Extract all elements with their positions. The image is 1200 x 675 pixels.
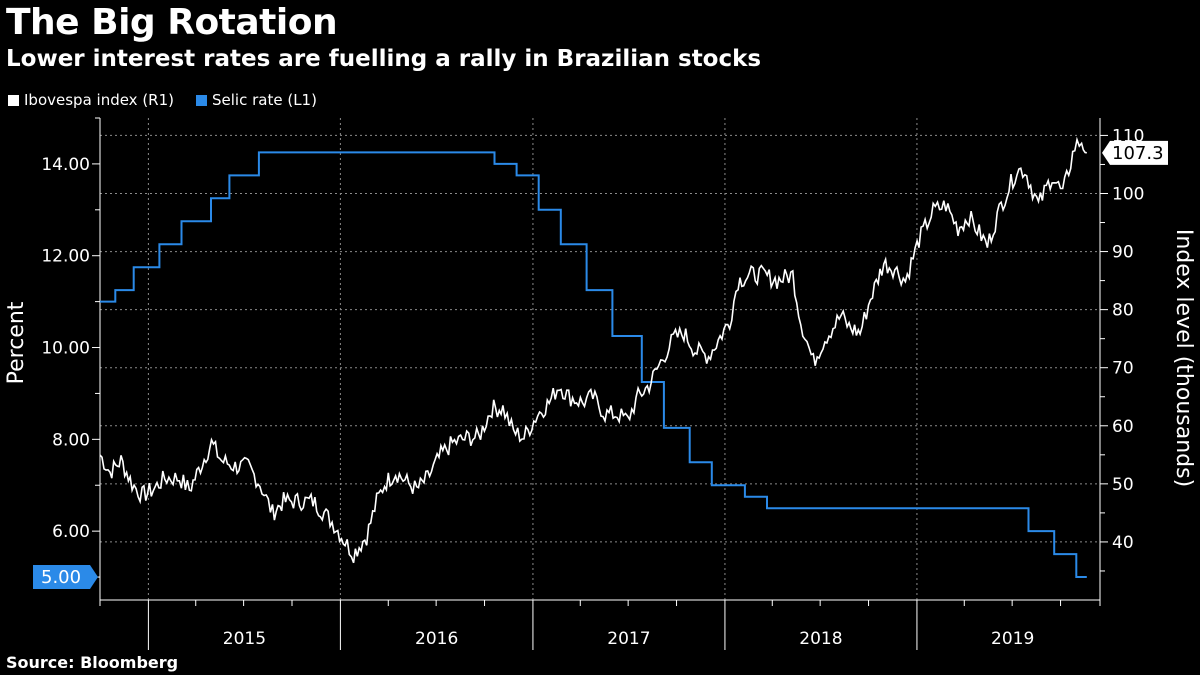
series-lines xyxy=(99,136,1087,578)
legend-item-ibovespa: Ibovespa index (R1) xyxy=(8,91,174,109)
selic-callout-value: 5.00 xyxy=(41,567,81,588)
left-axis-title: Percent xyxy=(4,301,29,384)
legend-swatch-selic xyxy=(196,94,207,106)
selic-callout-box xyxy=(33,565,98,590)
chart-subtitle: Lower interest rates are fuelling a rall… xyxy=(6,46,762,72)
chart-legend: Ibovespa index (R1) Selic rate (L1) xyxy=(8,91,317,109)
legend-label-selic: Selic rate (L1) xyxy=(212,91,317,109)
chart-title: The Big Rotation xyxy=(6,2,338,43)
ibovespa-callout-box xyxy=(1102,140,1168,165)
right-axis-title: Index level (thousands) xyxy=(1171,229,1196,487)
left-tick-label: 6.00 xyxy=(52,522,90,542)
right-tick-label: 40 xyxy=(1112,533,1134,553)
tick-labels: 6.008.0010.0012.0014.0040506070809010011… xyxy=(41,126,1144,649)
left-tick-label: 8.00 xyxy=(52,430,90,450)
x-tick-label: 2017 xyxy=(607,629,650,649)
ibovespa-index-line xyxy=(99,136,1087,564)
right-tick-label: 80 xyxy=(1112,301,1134,321)
legend-item-selic: Selic rate (L1) xyxy=(196,91,317,109)
left-tick-label: 14.00 xyxy=(41,155,90,175)
legend-label-ibovespa: Ibovespa index (R1) xyxy=(24,91,174,109)
right-tick-label: 60 xyxy=(1112,417,1134,437)
source-note: Source: Bloomberg xyxy=(6,653,179,672)
legend-swatch-ibovespa xyxy=(8,94,19,106)
ibovespa-callout-value: 107.3 xyxy=(1112,143,1164,164)
x-tick-label: 2018 xyxy=(799,629,842,649)
left-tick-label: 10.00 xyxy=(41,339,90,359)
right-tick-label: 90 xyxy=(1112,243,1134,263)
right-tick-label: 100 xyxy=(1112,184,1144,204)
x-tick-label: 2016 xyxy=(415,629,458,649)
axes xyxy=(92,117,1108,650)
x-tick-label: 2019 xyxy=(991,629,1034,649)
selic-rate-line xyxy=(100,151,1087,578)
gridlines xyxy=(100,118,1100,600)
value-callouts: 5.00 107.3 xyxy=(33,140,1168,590)
right-tick-label: 70 xyxy=(1112,359,1134,379)
right-tick-label: 50 xyxy=(1112,475,1134,495)
left-tick-label: 12.00 xyxy=(41,247,90,267)
x-tick-label: 2015 xyxy=(223,629,266,649)
